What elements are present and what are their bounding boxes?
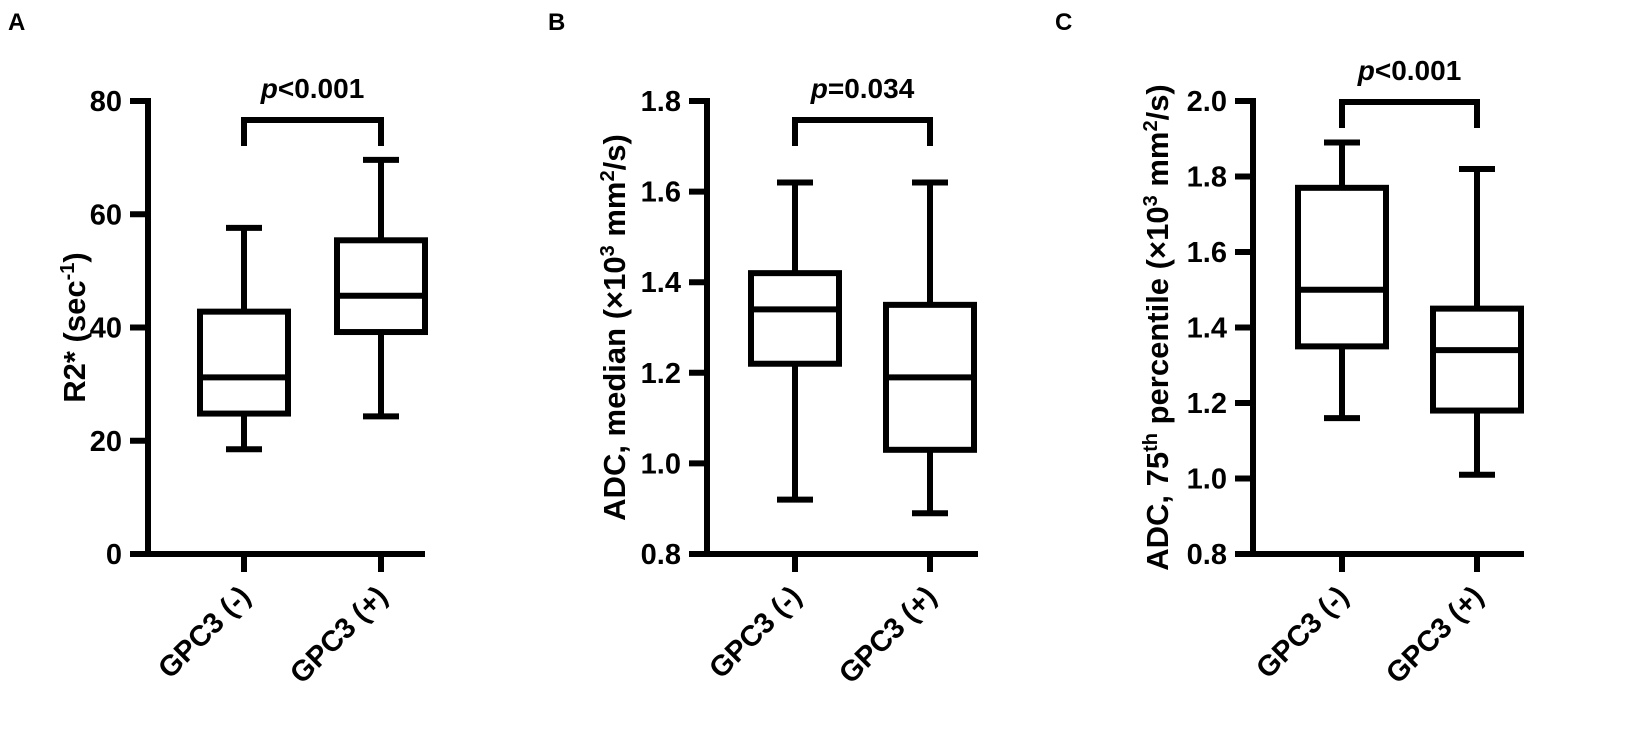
p-italic: p bbox=[1357, 55, 1375, 86]
y-label-superscript: 3 bbox=[597, 245, 619, 256]
y-tick-label: 80 bbox=[90, 86, 122, 118]
y-tick-label: 1.8 bbox=[1187, 162, 1227, 194]
panel-letter: C bbox=[1055, 9, 1072, 36]
y-tick-label: 0 bbox=[106, 539, 122, 571]
panel-letter: A bbox=[8, 9, 25, 36]
significance-bracket bbox=[241, 117, 384, 146]
y-axis-label: ADC, 75th percentile (×103 mm2/s) bbox=[1140, 84, 1175, 571]
y-axis-label: R2* (sec-1) bbox=[57, 252, 92, 402]
y-tick-label: 1.0 bbox=[1187, 464, 1227, 496]
y-tick-label: 1.2 bbox=[1187, 388, 1227, 420]
iqr-box bbox=[1295, 184, 1389, 350]
x-tick-label: GPC3 (-) bbox=[1250, 580, 1355, 685]
y-tick-label: 20 bbox=[90, 426, 122, 458]
p-value-text: <0.001 bbox=[278, 73, 364, 104]
y-label-segment: mm bbox=[597, 181, 632, 245]
y-label-segment: ) bbox=[57, 252, 92, 262]
y-axis-label: ADC, median (×103 mm2/s) bbox=[597, 134, 632, 521]
y-label-segment: R2* (sec bbox=[57, 280, 92, 402]
significance-bracket bbox=[792, 117, 933, 146]
panel-b: B 0.8 1.0 1.2 1.4 1.6 1.8 GPC3 (-) GPC3 (+) p=0.0… bbox=[548, 9, 978, 690]
y-tick-label: 0.8 bbox=[641, 539, 681, 571]
significance-bracket bbox=[1339, 99, 1480, 128]
x-tick-label: GPC3 (-) bbox=[703, 580, 808, 685]
panel-a: A 0 20 40 60 80 GPC3 (-) GPC3 (+) p<0.001 R2* (se… bbox=[8, 9, 428, 690]
box-gpc3-negative bbox=[197, 224, 291, 453]
y-tick-label: 60 bbox=[90, 199, 122, 231]
iqr-box bbox=[1430, 305, 1524, 414]
y-tick-label: 1.8 bbox=[641, 86, 681, 118]
iqr-box bbox=[197, 308, 291, 417]
y-label-segment: ADC, 75 bbox=[1140, 452, 1175, 571]
y-tick-label: 1.4 bbox=[641, 267, 681, 299]
y-label-segment: /s) bbox=[1140, 84, 1175, 120]
panel-letter: B bbox=[548, 9, 565, 36]
box-gpc3-positive bbox=[334, 156, 428, 420]
panel-c: C 0.8 1.0 1.2 1.4 1.6 1.8 2.0 GPC3 (-) GPC3 (+) p<… bbox=[1055, 9, 1524, 690]
x-tick-label: GPC3 (+) bbox=[833, 580, 943, 690]
y-tick-label: 1.0 bbox=[641, 448, 681, 480]
x-tick-label: GPC3 (+) bbox=[284, 580, 394, 690]
x-tick-label: GPC3 (-) bbox=[152, 580, 257, 685]
y-label-segment: /s) bbox=[597, 134, 632, 170]
box-gpc3-positive bbox=[883, 179, 977, 517]
box-gpc3-negative bbox=[1295, 139, 1389, 422]
y-label-superscript: 3 bbox=[1140, 195, 1162, 206]
p-value-text: <0.001 bbox=[1375, 55, 1461, 86]
box-gpc3-negative bbox=[748, 179, 842, 503]
x-tick-label: GPC3 (+) bbox=[1380, 580, 1490, 690]
p-value-label: p=0.034 bbox=[810, 73, 915, 104]
y-label-superscript: -1 bbox=[57, 263, 79, 281]
y-label-superscript: 2 bbox=[597, 170, 619, 181]
p-italic: p bbox=[260, 73, 278, 104]
p-value-label: p<0.001 bbox=[1357, 55, 1462, 86]
y-label-superscript: th bbox=[1140, 433, 1162, 452]
y-label-superscript: 2 bbox=[1140, 120, 1162, 131]
y-label-segment: mm bbox=[1140, 132, 1175, 196]
y-tick-label: 2.0 bbox=[1187, 86, 1227, 118]
y-label-segment: percentile (×10 bbox=[1140, 206, 1175, 433]
y-tick-label: 40 bbox=[90, 313, 122, 345]
iqr-box bbox=[748, 270, 842, 367]
iqr-box bbox=[334, 237, 428, 336]
y-tick-label: 0.8 bbox=[1187, 539, 1227, 571]
y-tick-label: 1.2 bbox=[641, 358, 681, 390]
p-italic: p bbox=[810, 73, 828, 104]
y-tick-label: 1.4 bbox=[1187, 313, 1227, 345]
box-gpc3-positive bbox=[1430, 165, 1524, 478]
y-label-segment: ADC, median (×10 bbox=[597, 256, 632, 520]
p-value-text: =0.034 bbox=[828, 73, 915, 104]
y-tick-label: 1.6 bbox=[1187, 237, 1227, 269]
p-value-label: p<0.001 bbox=[260, 73, 365, 104]
y-tick-label: 1.6 bbox=[641, 177, 681, 209]
